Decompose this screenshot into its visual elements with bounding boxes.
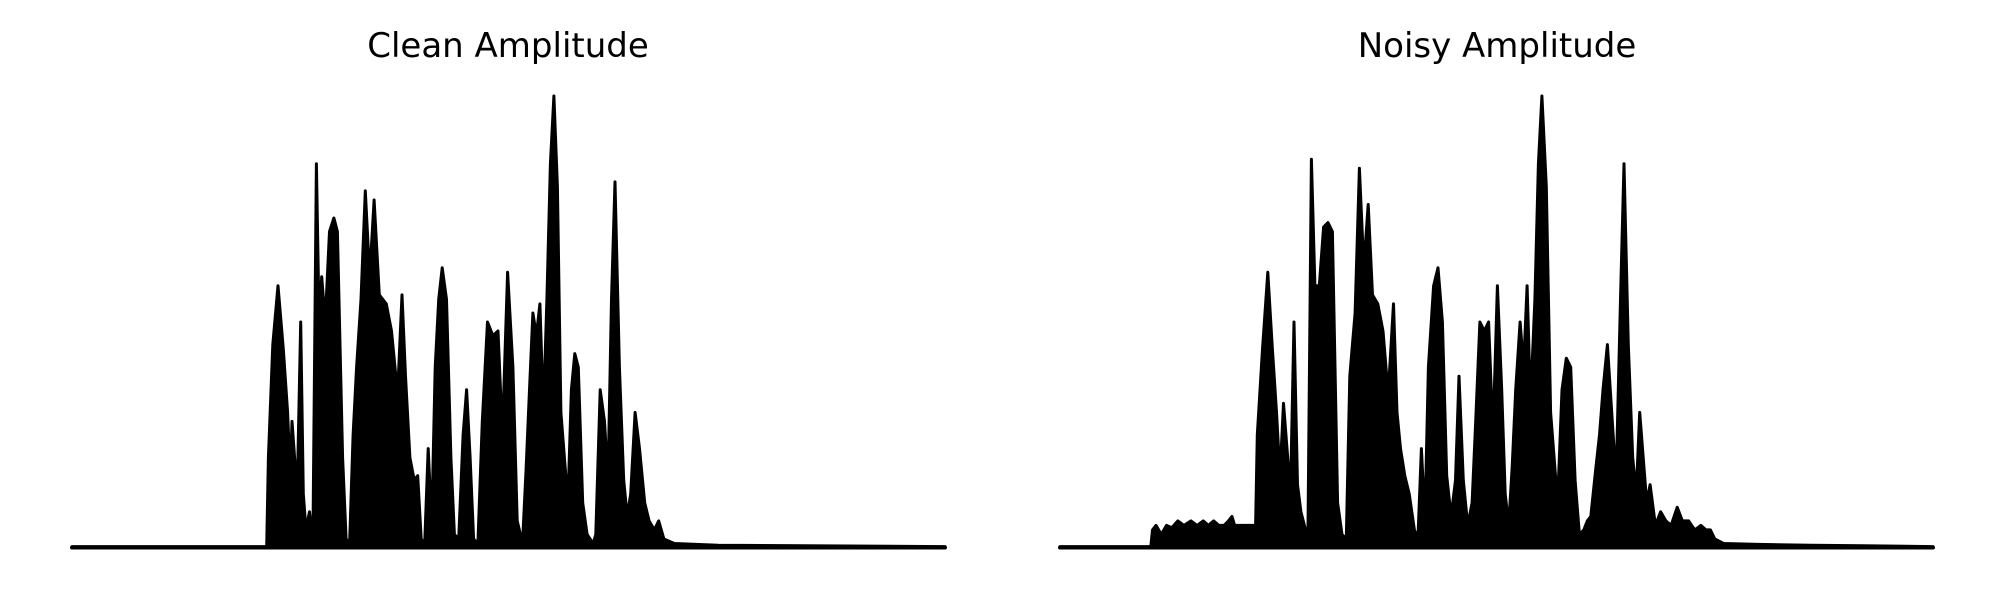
clean-amplitude-series bbox=[70, 94, 947, 550]
noisy-amplitude-series bbox=[1058, 94, 1935, 550]
noisy-amplitude-plot bbox=[1058, 94, 1935, 550]
noisy-amplitude-panel: Noisy Amplitude bbox=[1058, 26, 1935, 550]
clean-amplitude-plot bbox=[70, 94, 947, 550]
clean-amplitude-title: Clean Amplitude bbox=[367, 26, 649, 66]
clean-amplitude-panel: Clean Amplitude bbox=[70, 26, 947, 550]
noisy-amplitude-title: Noisy Amplitude bbox=[1358, 26, 1637, 66]
